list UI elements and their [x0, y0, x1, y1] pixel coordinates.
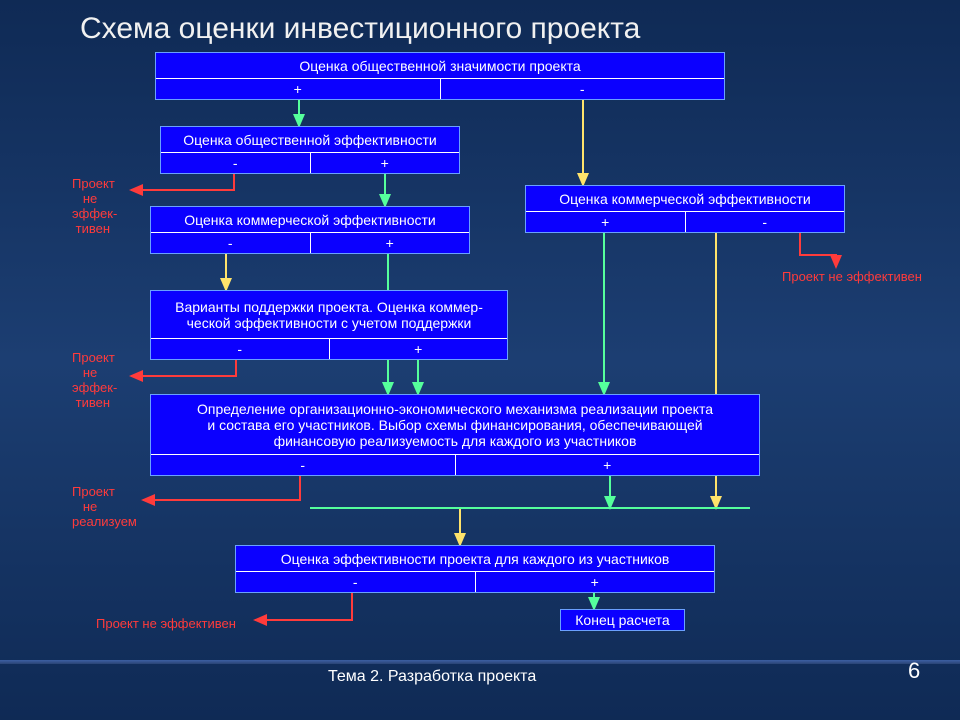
flow-node-D-left: - — [151, 233, 310, 253]
flow-node-B-left: - — [161, 153, 310, 173]
flow-node-D: Оценка коммерческой эффективности-+ — [150, 206, 470, 254]
flow-node-E: Варианты поддержки проекта. Оценка комме… — [150, 290, 508, 360]
flow-node-C-split: +- — [526, 211, 844, 232]
flow-node-C-right: - — [685, 212, 845, 232]
flow-node-F-right: + — [455, 455, 760, 475]
arrow-10 — [143, 476, 300, 500]
flow-node-A: Оценка общественной значимости проекта+- — [155, 52, 725, 100]
flow-node-E-right: + — [329, 339, 508, 359]
page-number: 6 — [908, 658, 920, 684]
flow-node-E-title: Варианты поддержки проекта. Оценка комме… — [151, 291, 507, 338]
flow-node-A-title: Оценка общественной значимости проекта — [156, 53, 724, 78]
flow-node-D-split: -+ — [151, 232, 469, 253]
flow-node-B-right: + — [310, 153, 460, 173]
flow-node-A-left: + — [156, 79, 440, 99]
flow-node-F: Определение организационно-экономическог… — [150, 394, 760, 476]
page-title: Схема оценки инвестиционного проекта — [80, 12, 640, 46]
flow-node-F-left: - — [151, 455, 455, 475]
flow-node-F-title: Определение организационно-экономическог… — [151, 395, 759, 454]
flow-node-F-split: -+ — [151, 454, 759, 475]
reject-label-L1: Проект не эффек- тивен — [72, 177, 117, 237]
arrow-15 — [255, 593, 352, 620]
flow-node-G-left: - — [236, 572, 475, 592]
flow-node-G-split: -+ — [236, 571, 714, 592]
flow-node-C: Оценка коммерческой эффективности+- — [525, 185, 845, 233]
flow-node-A-split: +- — [156, 78, 724, 99]
flow-node-C-left: + — [526, 212, 685, 232]
arrows-layer — [0, 0, 960, 720]
end-box: Конец расчета — [560, 609, 685, 631]
flow-node-A-right: - — [440, 79, 725, 99]
flow-node-B-split: -+ — [161, 152, 459, 173]
reject-label-L5: Проект не эффективен — [782, 270, 922, 285]
flow-node-G-title: Оценка эффективности проекта для каждого… — [236, 546, 714, 571]
flow-node-D-title: Оценка коммерческой эффективности — [151, 207, 469, 232]
arrow-8 — [131, 360, 236, 376]
flow-node-B-title: Оценка общественной эффективности — [161, 127, 459, 152]
reject-label-L2: Проект не эффек- тивен — [72, 351, 117, 411]
flow-node-C-title: Оценка коммерческой эффективности — [526, 186, 844, 211]
footer-text: Тема 2. Разработка проекта — [328, 668, 536, 686]
arrow-4 — [800, 233, 836, 267]
arrow-3 — [131, 174, 234, 190]
reject-label-L4: Проект не эффективен — [96, 617, 236, 632]
flow-node-B: Оценка общественной эффективности-+ — [160, 126, 460, 174]
reject-label-L3: Проект не реализуем — [72, 485, 137, 530]
flow-node-G-right: + — [475, 572, 715, 592]
flow-node-D-right: + — [310, 233, 470, 253]
flow-node-G: Оценка эффективности проекта для каждого… — [235, 545, 715, 593]
footer-band — [0, 660, 960, 664]
flow-node-E-split: -+ — [151, 338, 507, 359]
flow-node-E-left: - — [151, 339, 329, 359]
